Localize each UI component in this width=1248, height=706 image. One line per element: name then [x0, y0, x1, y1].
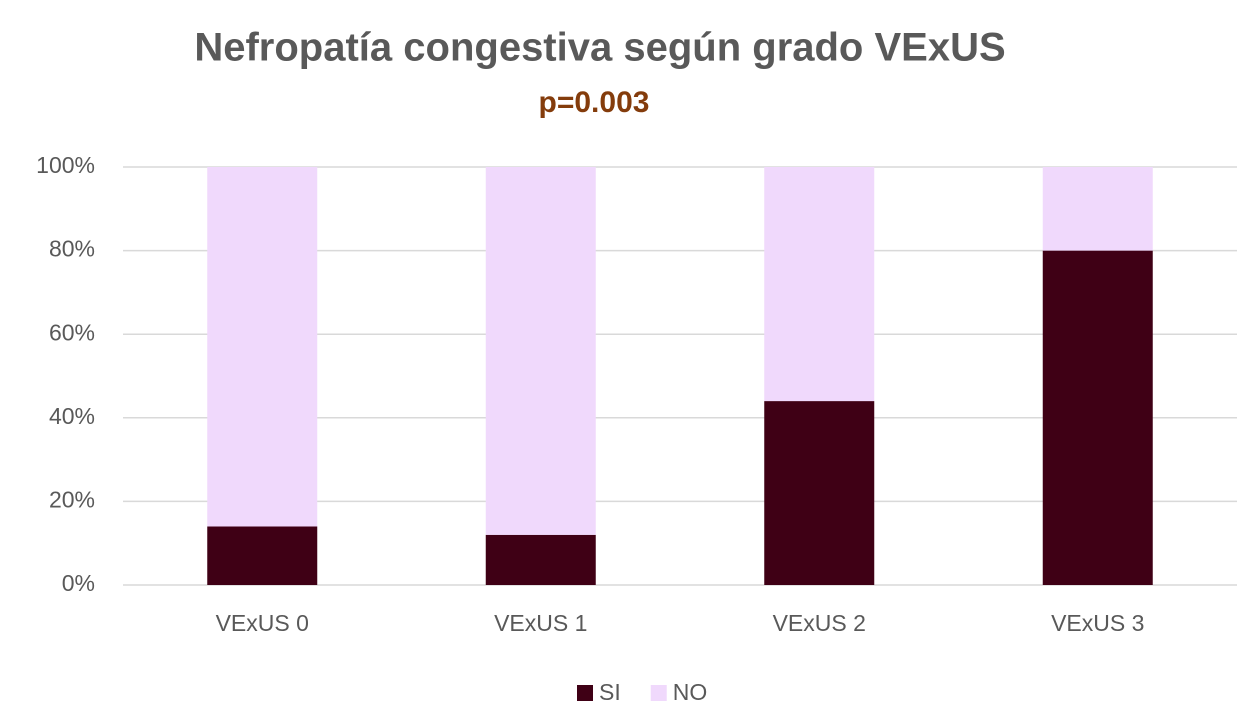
- y-tick-label: 80%: [49, 236, 95, 262]
- bar-segment: [1042, 167, 1153, 251]
- y-tick-label: 20%: [49, 486, 95, 512]
- y-tick-label: 0%: [62, 570, 95, 596]
- bar-segment: [1042, 250, 1153, 585]
- x-tick-label: VExUS 2: [773, 610, 866, 636]
- bar-segment: [207, 167, 318, 527]
- bar-segment: [764, 167, 875, 402]
- y-tick-label: 40%: [49, 403, 95, 429]
- chart-title: Nefropatía congestiva según grado VExUS: [194, 26, 1005, 70]
- y-tick-label: 60%: [49, 319, 95, 345]
- x-tick-label: VExUS 3: [1051, 610, 1144, 636]
- y-tick-label: 100%: [36, 152, 95, 178]
- bar-segment: [485, 534, 596, 585]
- x-tick-label: VExUS 1: [494, 610, 587, 636]
- legend-swatch: [650, 685, 667, 701]
- x-tick-label: VExUS 0: [216, 610, 309, 636]
- legend-label: NO: [673, 679, 708, 705]
- bar-segment: [764, 401, 875, 585]
- bar-segment: [485, 167, 596, 535]
- legend-label: SI: [599, 679, 621, 705]
- legend-swatch: [577, 685, 593, 701]
- chart-subtitle: p=0.003: [539, 86, 650, 119]
- bar-segment: [207, 526, 318, 585]
